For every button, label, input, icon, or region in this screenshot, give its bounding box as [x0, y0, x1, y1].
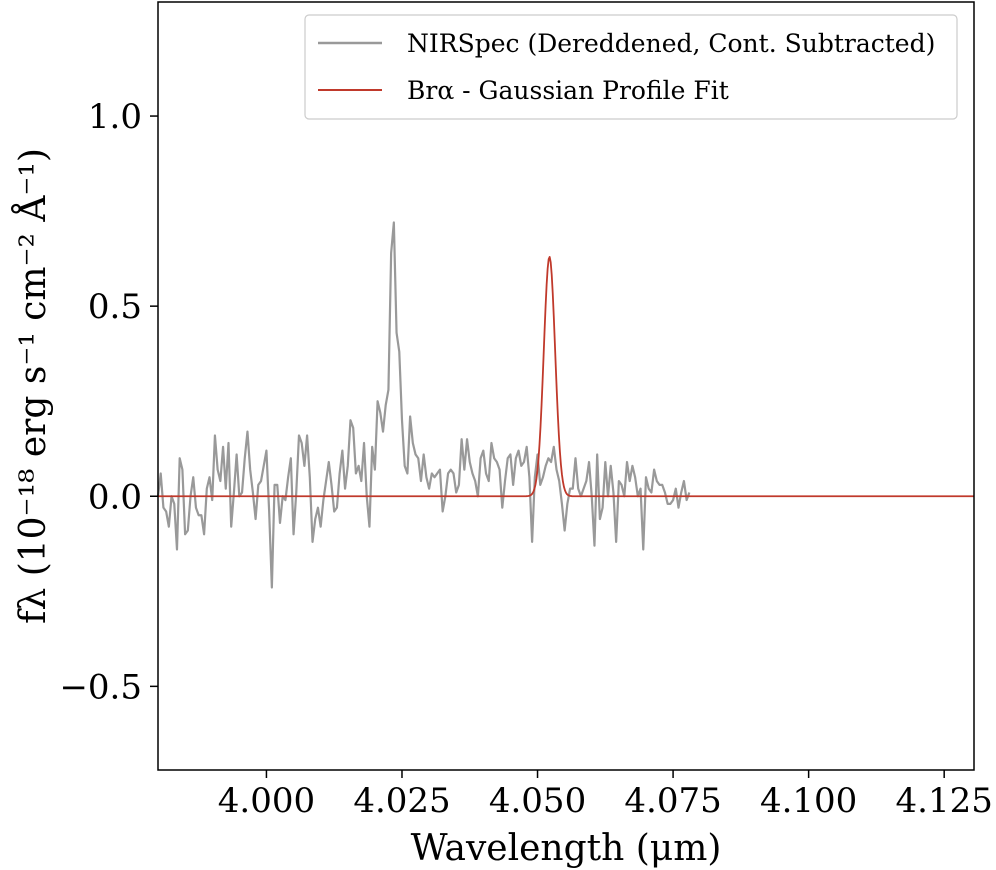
legend: NIRSpec (Dereddened, Cont. Subtracted) B… — [304, 14, 958, 120]
x-tick-label: 4.125 — [896, 781, 993, 821]
x-tick-label: 4.000 — [218, 781, 315, 821]
x-tick-label: 4.100 — [760, 781, 857, 821]
x-tick-label: 4.075 — [624, 781, 721, 821]
x-tick-label: 4.050 — [489, 781, 586, 821]
plot-background — [158, 2, 974, 770]
axis-layer: 4.000 4.025 4.050 4.075 4.100 4.125 −0.5 0.0 0.5… — [59, 97, 992, 821]
legend-label-gaussian-fit: Brα - Gaussian Profile Fit — [407, 76, 729, 105]
plot-frame — [157, 1, 975, 771]
series-line-nirspec — [156, 221, 691, 589]
legend-box — [304, 14, 958, 120]
y-tick-label: 0.0 — [88, 477, 142, 517]
y-tick-label: 1.0 — [88, 97, 142, 137]
legend-label-nirspec: NIRSpec (Dereddened, Cont. Subtracted) — [407, 29, 935, 58]
x-tick-label: 4.025 — [353, 781, 450, 821]
x-axis-label: Wavelength (μm) — [411, 828, 722, 869]
series-layer — [156, 221, 974, 589]
y-tick-label: −0.5 — [59, 667, 142, 707]
y-axis-label: fλ (10⁻¹⁸ erg s⁻¹ cm⁻² Å⁻¹) — [12, 148, 54, 624]
y-tick-label: 0.5 — [88, 287, 142, 327]
series-line-gaussian-fit — [158, 256, 974, 498]
